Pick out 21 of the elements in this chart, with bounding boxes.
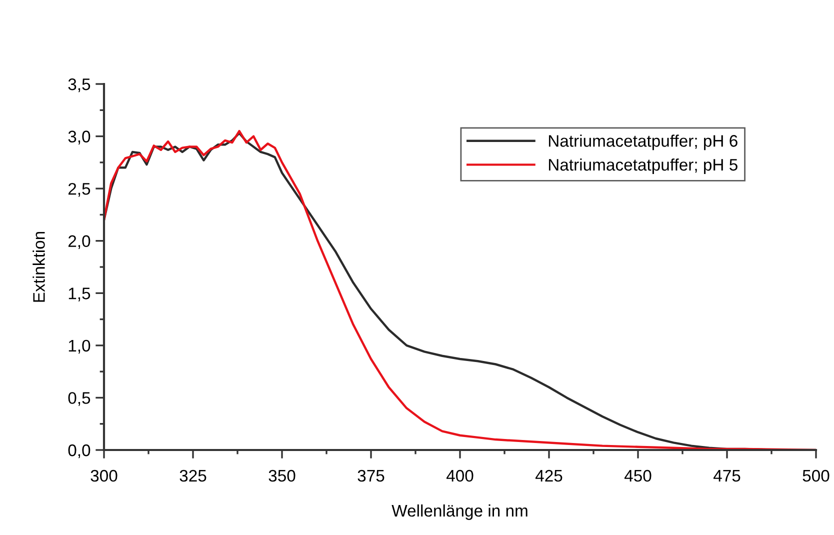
x-tick-label: 375 <box>358 470 384 482</box>
y-tick-label: 1,0 <box>68 340 90 354</box>
x-tick-label: 425 <box>535 470 562 482</box>
y-axis-title: Extinktion <box>32 232 45 302</box>
legend-label: Natriumacetatpuffer; pH 5 <box>548 158 738 174</box>
x-tick-label: 400 <box>446 470 474 482</box>
x-tick-label: 475 <box>713 470 740 482</box>
x-tick-label: 325 <box>180 470 206 482</box>
x-tick-label: 500 <box>802 470 830 482</box>
y-tick-label: 0,0 <box>68 444 90 458</box>
y-tick-label: 2,5 <box>68 182 90 197</box>
y-tick-label: 3,0 <box>68 130 90 144</box>
y-tick-label: 2,0 <box>68 235 90 250</box>
x-axis-title: Wellenlänge in nm <box>392 504 528 520</box>
y-tick-label: 3,5 <box>68 78 90 92</box>
y-tick-label: 0,5 <box>68 392 90 406</box>
x-tick-label: 350 <box>268 470 296 482</box>
x-tick-label: 300 <box>90 470 118 482</box>
legend-label: Natriumacetatpuffer; pH 6 <box>548 134 738 150</box>
y-tick-label: 1,5 <box>68 288 90 302</box>
x-tick-label: 450 <box>624 470 652 482</box>
